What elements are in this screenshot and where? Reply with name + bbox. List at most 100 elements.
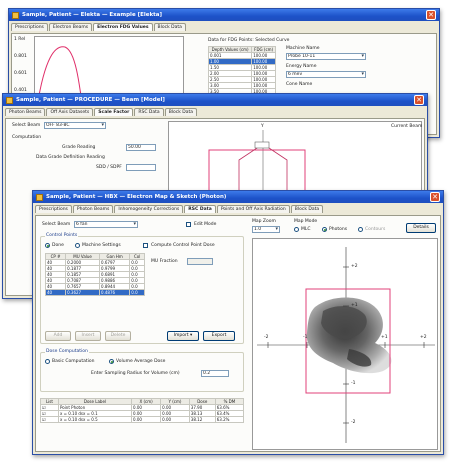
radio-photons[interactable]	[322, 227, 327, 232]
tab-inhomogeneity[interactable]: Inhomogeneity Corrections	[114, 205, 184, 213]
cell: 0.4876	[99, 289, 131, 296]
radio-volume-average[interactable]	[109, 359, 114, 364]
close-icon[interactable]: ✕	[414, 95, 424, 105]
control-points-group: Control Points Done Machine Settings Com…	[40, 233, 244, 344]
cell: 0.00	[131, 416, 162, 423]
tab-scale-factor[interactable]: Scale Factor	[94, 108, 134, 116]
sdd-label: SDD / SDPF	[96, 165, 122, 170]
map-zoom-label: Map Zoom	[252, 219, 276, 224]
tab-block-data[interactable]: Block Data	[290, 205, 324, 213]
tab-panel: Select Beam 6 fan Edit Mode Control Poin…	[35, 215, 441, 452]
mu-fraction-input[interactable]	[187, 258, 213, 265]
y-axis-tick: +1	[351, 303, 358, 308]
app-icon	[36, 193, 43, 201]
tab-prescriptions[interactable]: Prescriptions	[11, 23, 48, 31]
import-button[interactable]: Import ▾	[167, 331, 199, 341]
tab-points-off-axis[interactable]: Points and Off Axis Radiation	[216, 205, 290, 213]
radio-mlc-label: MLC	[301, 227, 311, 232]
radio-mlc[interactable]	[294, 227, 299, 232]
grade-input[interactable]: 50.00	[126, 144, 156, 151]
tab-block-data[interactable]: Block Data	[153, 23, 186, 31]
titlebar[interactable]: Sample, Patient — HBX — Electron Map & S…	[33, 191, 443, 203]
y-axis-tick: -2	[351, 420, 356, 425]
fluence-map[interactable]: +2 +1 -1 -2 -2 -1 +1 +2	[252, 238, 438, 450]
tab-rsc-data[interactable]: RSC Data	[184, 205, 216, 213]
radio-basic-label: Basic Computation	[52, 359, 95, 364]
app-icon	[12, 11, 19, 19]
sampling-radius-input[interactable]: 0.2	[201, 370, 229, 377]
edit-mode-checkbox[interactable]	[186, 222, 191, 227]
dose-points-table[interactable]: List Dose Label X (cm) Y (cm) Dose % DM …	[40, 398, 245, 423]
row-checkbox[interactable]: ☑	[40, 416, 59, 423]
column-header[interactable]: Depth Values (cm)	[207, 46, 253, 53]
tab-rsc-data[interactable]: RSC Data	[134, 108, 164, 116]
close-icon[interactable]: ✕	[426, 10, 436, 20]
tab-electron-beams[interactable]: Electron Beams	[48, 23, 93, 31]
dose-computation-group: Dose Computation Basic Computation Volum…	[40, 349, 244, 392]
details-button[interactable]: Details	[406, 223, 436, 233]
fluence-map-canvas	[257, 247, 435, 443]
titlebar[interactable]: Sample, Patient — Elekta — Example [Elek…	[9, 9, 439, 21]
radio-photons-label: Photons	[329, 227, 348, 232]
select-beam-combo[interactable]: OFF 83-8C	[44, 122, 106, 129]
compute-cp-dose-checkbox[interactable]	[143, 243, 148, 248]
current-beam-label: Current Beam	[391, 124, 423, 129]
machine-select[interactable]: Probe 10-11	[286, 53, 366, 60]
app-icon	[6, 96, 13, 104]
radio-contours-label: Contours	[365, 227, 386, 232]
map-zoom-combo[interactable]: 1.0	[252, 226, 280, 233]
table-row[interactable]: 40 0.3627 0.4876 0.0	[44, 289, 145, 296]
column-header[interactable]: FDG (cm)	[251, 46, 276, 53]
x-axis-tick: -2	[264, 335, 269, 340]
tab-electron-fdg-values[interactable]: Electron FDG Values	[93, 23, 153, 31]
radio-machine-label: Machine Settings	[82, 243, 121, 248]
x-axis-tick: +1	[381, 335, 388, 340]
add-button[interactable]: Add	[45, 331, 71, 341]
tab-off-axis-datasets[interactable]: Off Axis Datasets	[46, 108, 94, 116]
export-button[interactable]: Export	[203, 331, 235, 341]
y-axis-tick: +2	[351, 264, 358, 269]
control-points-table[interactable]: CP # MU Value Gan Hm Col 40 0.2000 0.6797 0…	[44, 253, 145, 296]
window-electron-map: Sample, Patient — HBX — Electron Map & S…	[32, 190, 444, 455]
radio-contours[interactable]	[358, 227, 363, 232]
group-title: Dose Computation	[45, 349, 89, 354]
radio-volume-label: Volume Average Dose	[116, 359, 166, 364]
cell: 40	[44, 289, 67, 296]
tab-block-data[interactable]: Block Data	[164, 108, 198, 116]
radio-basic-computation[interactable]	[45, 359, 50, 364]
delete-button[interactable]: Delete	[105, 331, 131, 341]
tab-strip: Prescriptions Photon Beams Inhomogeneity…	[33, 203, 443, 213]
computation-label: Computation	[12, 135, 42, 140]
tab-photon-beams[interactable]: Photon Beams	[72, 205, 114, 213]
x-axis-tick: +2	[420, 335, 427, 340]
beam-field-outline	[208, 130, 306, 199]
fdg-table[interactable]: Depth Values (cm) FDG (cm) 0.001 100.00 1.…	[207, 46, 276, 95]
table-row[interactable]: ☑ x = 0.10 dsx = 0.5 0.00 0.00 38.12 63.2%	[40, 416, 245, 423]
titlebar[interactable]: Sample, Patient — PROCEDURE — Beam [Mode…	[3, 94, 427, 106]
close-icon[interactable]: ✕	[430, 192, 440, 202]
table-row[interactable]: ☑ Point Photon 0.00 0.00 37.90 63.6%	[40, 404, 245, 411]
tab-photon-beams[interactable]: Photon Beams	[5, 108, 46, 116]
sdd-input[interactable]	[126, 164, 156, 171]
select-beam-combo[interactable]: 6 fan	[74, 221, 138, 228]
y-tick: 0.401	[14, 88, 27, 93]
grade-label: Grade Reading	[62, 145, 96, 150]
y-tick: 0.801	[14, 54, 27, 59]
tab-prescriptions[interactable]: Prescriptions	[35, 205, 72, 213]
cell: 38.12	[188, 416, 216, 423]
energy-select[interactable]: 6 mev	[286, 71, 366, 78]
cell: 63.2%	[214, 416, 245, 423]
map-mode-label: Map Mode	[294, 219, 318, 224]
window-title: Sample, Patient — Elekta — Example [Elek…	[22, 12, 162, 18]
axis-y-label: Y	[261, 124, 264, 129]
defined-label: Data Grade Definition Reading	[36, 155, 105, 160]
radio-done[interactable]	[45, 243, 50, 248]
y-tick: 1 Rel	[14, 37, 26, 42]
window-title: Sample, Patient — HBX — Electron Map & S…	[46, 194, 227, 200]
tab-strip: Prescriptions Electron Beams Electron FD…	[9, 21, 439, 31]
group-title: Control Points	[45, 233, 79, 238]
cell: x = 0.10 dsx = 0.5	[57, 416, 133, 423]
radio-machine-settings[interactable]	[75, 243, 80, 248]
x-axis-tick: -1	[303, 335, 308, 340]
insert-button[interactable]: Insert	[75, 331, 101, 341]
